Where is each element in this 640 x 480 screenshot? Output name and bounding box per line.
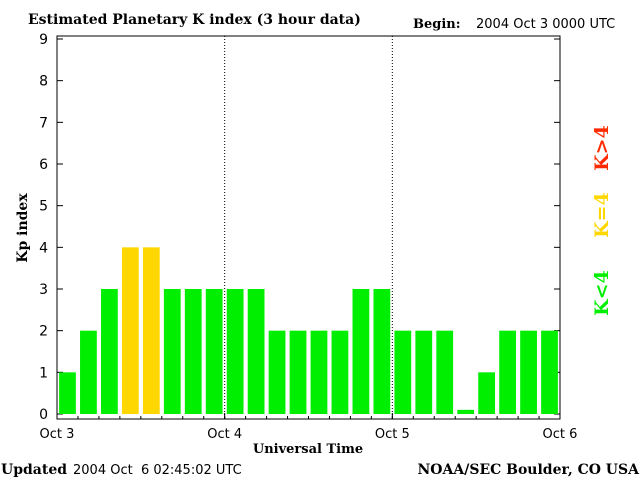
kp-bar [373,289,391,414]
kp-bar [352,289,370,414]
kp-bar [331,330,349,414]
x-tick-label: Oct 6 [543,427,578,442]
kp-bar [415,330,433,414]
kp-bar [289,330,307,414]
y-tick-label: 9 [39,32,48,48]
kp-bar [436,330,454,414]
y-tick-label: 3 [39,282,48,298]
updated-value: 2004 Oct 6 02:45:02 UTC [73,463,242,478]
updated-label: Updated [1,462,67,478]
y-tick-label: 2 [39,324,48,340]
y-tick-label: 6 [39,157,48,173]
begin-label: Begin: [413,17,461,32]
day-dividers [224,36,393,419]
kp-bar [247,289,265,414]
kp-bar [59,372,76,414]
kp-bar [457,409,475,414]
legend-k-greater-4: K>4 [591,125,613,171]
kp-bar [499,330,516,414]
kp-bar [226,289,244,414]
x-tick-label: Oct 4 [207,427,242,442]
kp-bar [394,330,412,414]
x-tick-label: Oct 5 [375,427,410,442]
kp-bar [101,289,118,414]
y-tick-label: 1 [39,365,48,381]
kp-bar [80,330,97,414]
kp-bar [268,330,286,414]
y-tick-label: 4 [39,240,48,256]
legend-k-less-4: K<4 [591,270,613,316]
kp-bar [520,330,537,414]
x-tick-label: Oct 3 [40,427,75,442]
bars-group [59,247,558,414]
kp-bar [121,247,139,414]
y-axis-label: Kp index [15,193,31,263]
kp-bar [310,330,328,414]
kp-bar [184,289,202,414]
kp-bar [163,289,181,414]
x-axis: Oct 3 Oct 4 Oct 5 Oct 6 [40,413,578,442]
kp-bar [478,372,496,414]
kp-bar [205,289,223,414]
credit-text: NOAA/SEC Boulder, CO USA [418,462,640,478]
y-tick-label: 7 [39,115,48,131]
kp-bar [541,330,558,414]
legend-k-equal-4: K=4 [591,192,613,238]
chart-title: Estimated Planetary K index (3 hour data… [28,12,361,28]
y-tick-label: 5 [39,199,48,215]
y-tick-label: 0 [39,407,48,423]
begin-value: 2004 Oct 3 0000 UTC [476,17,615,32]
kp-bar [142,247,160,414]
x-axis-label: Universal Time [253,442,363,457]
y-tick-label: 8 [39,74,48,90]
